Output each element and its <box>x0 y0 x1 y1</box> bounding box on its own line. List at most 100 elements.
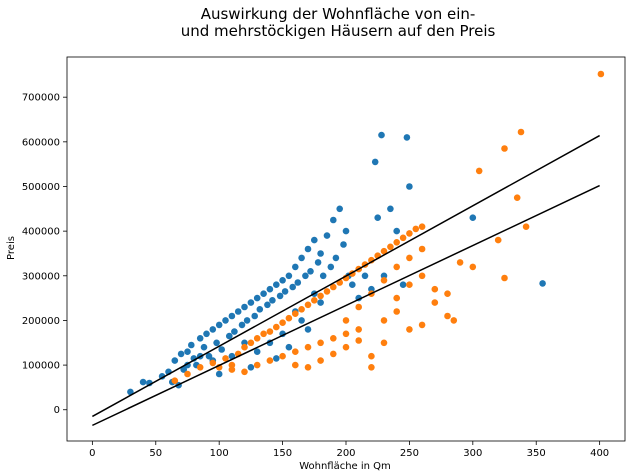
scatter-point <box>241 303 248 311</box>
x-tick-label: 250 <box>400 448 419 459</box>
scatter-point <box>302 272 309 280</box>
scatter-point <box>184 370 191 378</box>
scatter-point <box>393 239 401 246</box>
scatter-point <box>196 364 204 371</box>
scatter-point <box>444 312 451 320</box>
y-tick-label: 300000 <box>22 271 60 282</box>
scatter-point <box>342 343 350 351</box>
scatter-point <box>330 350 337 358</box>
scatter-point <box>241 343 248 351</box>
scatter-point <box>256 306 264 313</box>
scatter-point <box>251 312 258 320</box>
scatter-point <box>418 321 426 329</box>
plot-area: 0 50 100 150 200 250 300 350 400 0 100000 200000 300… <box>22 56 626 459</box>
scatter-point <box>393 227 401 235</box>
scatter-point <box>399 234 407 242</box>
y-tick-label: 400000 <box>22 227 60 238</box>
scatter-point <box>501 274 508 282</box>
scatter-point <box>276 292 284 300</box>
chart-title-line-1: Auswirkung der Wohnfläche von ein- <box>201 5 476 23</box>
scatter-point <box>196 335 204 342</box>
scatter-point <box>273 355 280 362</box>
scatter-point <box>215 370 223 378</box>
y-tick-label: 700000 <box>22 93 60 104</box>
scatter-point <box>247 299 255 306</box>
y-tick-label: 0 <box>54 405 60 416</box>
scatter-point <box>418 223 426 230</box>
scatter-point <box>292 348 299 356</box>
scatter-point <box>393 263 401 271</box>
scatter-point <box>456 259 464 266</box>
scatter-point <box>371 158 379 166</box>
y-axis-label: Preis <box>6 236 17 260</box>
scatter-point <box>513 194 521 201</box>
scatter-point <box>330 283 337 291</box>
scatter-point <box>406 230 413 237</box>
scatter-point <box>399 281 407 289</box>
scatter-point <box>292 310 299 318</box>
scatter-point <box>517 128 525 136</box>
scatter-point <box>177 350 185 358</box>
scatter-point <box>380 247 388 255</box>
scatter-point <box>243 317 251 324</box>
scatter-point <box>304 343 312 351</box>
y-tick-label: 500000 <box>22 182 60 193</box>
scatter-point <box>340 241 347 248</box>
scatter-point <box>431 285 439 293</box>
scatter-point <box>269 297 276 304</box>
regression-line <box>92 184 600 427</box>
scatter-point <box>332 254 340 262</box>
scatter-point <box>285 314 293 322</box>
scatter-point <box>285 272 293 280</box>
scatter-point <box>228 361 236 369</box>
regression-line <box>92 134 600 418</box>
scatter-point <box>342 330 350 338</box>
scatter-point <box>209 326 217 333</box>
scatter-point <box>205 352 213 360</box>
scatter-point <box>380 277 388 284</box>
scatter-point <box>355 303 363 311</box>
scatter-point <box>279 319 286 327</box>
scatter-point <box>323 288 331 295</box>
scatter-point <box>234 308 242 315</box>
scatter-point <box>304 364 312 371</box>
scatter-point <box>247 364 255 371</box>
scatter-point <box>330 216 337 224</box>
x-tick-label: 400 <box>590 448 609 459</box>
scatter-point <box>253 361 261 369</box>
x-tick-label: 50 <box>149 448 162 459</box>
scatter-point <box>317 292 324 300</box>
scatter-point <box>387 205 394 213</box>
scatter-point <box>222 317 229 324</box>
scatter-point <box>355 326 363 333</box>
scatter-point <box>231 328 238 335</box>
scatter-point <box>298 306 305 313</box>
scatter-point <box>355 337 363 344</box>
scatter-point <box>475 167 483 175</box>
scatter-point <box>298 317 305 324</box>
scatter-point <box>188 341 195 349</box>
scatter-point <box>253 335 261 342</box>
x-tick-label: 300 <box>463 448 482 459</box>
scatter-point <box>403 134 411 141</box>
scatter-point <box>368 364 375 371</box>
scatter-point <box>380 339 388 347</box>
scatter-point <box>304 301 312 309</box>
scatter-point <box>469 263 477 271</box>
scatter-point <box>266 328 274 335</box>
scatter-point <box>139 378 147 386</box>
scatter-point <box>431 299 439 306</box>
scatter-point <box>307 268 314 275</box>
scatter-point <box>292 361 299 369</box>
scatter-point <box>444 290 451 298</box>
scatter-point <box>311 236 318 244</box>
y-tick-label: 600000 <box>22 137 60 148</box>
scatter-point <box>323 232 331 239</box>
scatter-point <box>218 346 225 353</box>
scatter-point <box>406 281 413 289</box>
scatter-point <box>279 277 286 284</box>
scatter-point <box>285 343 293 351</box>
scatter-point <box>406 183 413 190</box>
scatter-point <box>317 357 324 364</box>
